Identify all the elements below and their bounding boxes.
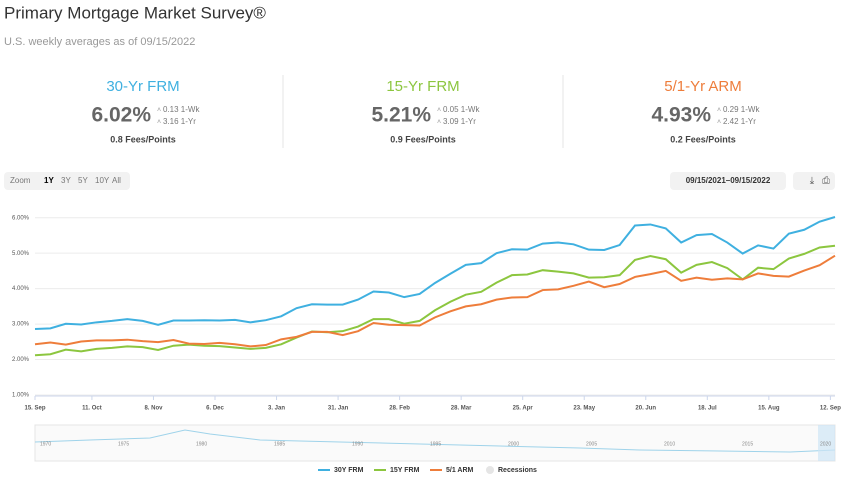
up-arrow: ˄ (717, 107, 721, 114)
zoom-bar (4, 172, 130, 190)
y-tick-label: 3.00% (12, 322, 30, 328)
legend-label[interactable]: 15Y FRM (390, 467, 420, 474)
navigator-label: 1980 (196, 441, 207, 447)
card-rate: 4.93% (651, 104, 711, 127)
series-line (34, 244, 836, 357)
navigator (34, 424, 836, 462)
x-tick-label: 31. Jan (328, 406, 349, 412)
x-tick-label: 18. Jul (698, 406, 717, 412)
x-tick-label: 23. May (573, 406, 595, 412)
page-subtitle: U.S. weekly averages as of 09/15/2022 (4, 36, 195, 48)
card-name: 30-Yr FRM (106, 78, 179, 95)
card-rate: 5.21% (371, 104, 431, 127)
y-tick-label: 5.00% (12, 251, 30, 257)
zoom-button[interactable]: 3Y (61, 176, 71, 185)
zoom-button[interactable]: 10Y (95, 176, 110, 185)
card-year: 3.09 1-Yr (443, 117, 476, 126)
card-fees: 0.2 Fees/Points (670, 134, 736, 144)
card-name: 15-Yr FRM (386, 78, 459, 95)
navigator-label: 1970 (40, 441, 51, 447)
card-year: 2.42 1-Yr (723, 117, 756, 126)
navigator-line (34, 429, 836, 453)
card-fees: 0.9 Fees/Points (390, 134, 456, 144)
up-arrow: ˄ (437, 119, 441, 126)
download-icon[interactable]: ⤓ (810, 176, 815, 187)
x-tick-label: 6. Dec (206, 406, 224, 412)
navigator-label: 1975 (118, 441, 129, 447)
y-tick-label: 2.00% (12, 357, 30, 363)
zoom-button[interactable]: All (112, 176, 121, 185)
y-tick-label: 6.00% (12, 215, 30, 221)
x-tick-label: 15. Aug (758, 406, 780, 412)
x-tick-label: 11. Oct (82, 406, 102, 412)
navigator-label: 2015 (742, 441, 753, 447)
page-title: Primary Mortgage Market Survey® (4, 3, 266, 22)
series-line (34, 216, 836, 331)
card-rate: 6.02% (91, 104, 151, 127)
x-tick-label: 3. Jan (268, 406, 285, 412)
legend-swatch (486, 466, 494, 474)
legend-label[interactable]: Recessions (498, 467, 537, 474)
print-icon[interactable]: ⎙ (822, 176, 830, 187)
x-tick-label: 28. Feb (389, 406, 410, 412)
series-line (34, 254, 836, 348)
card-week: 0.29 1-Wk (723, 105, 760, 114)
y-tick-label: 4.00% (12, 286, 30, 292)
zoom-label: Zoom (10, 176, 31, 185)
up-arrow: ˄ (437, 107, 441, 114)
export-box (793, 172, 835, 190)
legend-label[interactable]: 5/1 ARM (446, 467, 474, 474)
card-week: 0.05 1-Wk (443, 105, 480, 114)
legend-label[interactable]: 30Y FRM (334, 467, 364, 474)
card-week: 0.13 1-Wk (163, 105, 200, 114)
x-tick-label: 8. Nov (144, 406, 163, 412)
x-tick-label: 25. Apr (513, 406, 534, 412)
date-range[interactable]: 09/15/2021–09/15/2022 (686, 176, 771, 185)
up-arrow: ˄ (717, 119, 721, 126)
navigator-label: 2010 (664, 441, 675, 447)
card-name: 5/1-Yr ARM (664, 78, 742, 95)
x-tick-label: 20. Jun (635, 406, 656, 412)
x-tick-label: 15. Sep (24, 406, 45, 412)
x-tick-label: 28. Mar (451, 406, 472, 412)
zoom-button[interactable]: 1Y (44, 176, 54, 185)
card-fees: 0.8 Fees/Points (110, 134, 176, 144)
navigator-label: 2020 (820, 441, 831, 447)
card-year: 3.16 1-Yr (163, 117, 196, 126)
up-arrow: ˄ (157, 107, 161, 114)
x-tick-label: 12. Sep (820, 406, 841, 412)
navigator-label: 1985 (274, 441, 285, 447)
up-arrow: ˄ (157, 119, 161, 126)
range-box (670, 172, 786, 190)
navigator-label: 1990 (352, 441, 363, 447)
navigator-window[interactable] (818, 425, 835, 461)
zoom-button[interactable]: 5Y (78, 176, 88, 185)
y-tick-label: 1.00% (12, 393, 30, 399)
navigator-label: 2000 (508, 441, 519, 447)
navigator-label: 2005 (586, 441, 597, 447)
navigator-label: 1995 (430, 441, 441, 447)
